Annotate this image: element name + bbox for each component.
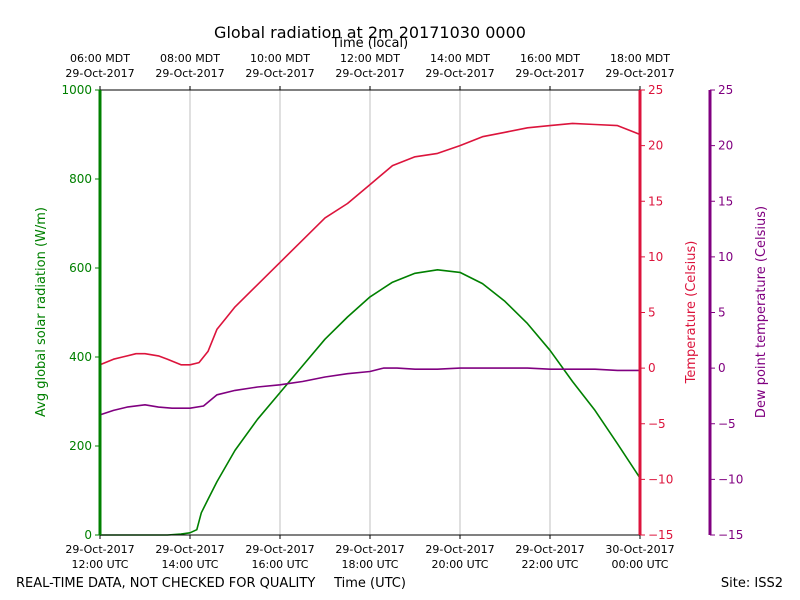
dewpoint-tick-label: 10 (718, 250, 733, 264)
temperature-tick-label: 15 (648, 194, 663, 208)
temperature-tick-label: −5 (648, 417, 666, 431)
top-tick-label-date: 29-Oct-2017 (245, 67, 314, 80)
top-tick-label-time: 08:00 MDT (160, 52, 220, 65)
axes-layer: 29-Oct-2017 12:00 UTC 06:00 MDT 29-Oct-2017… (61, 52, 743, 571)
x-tick-label-time: 22:00 UTC (521, 558, 578, 571)
temperature-tick-label: −15 (648, 528, 673, 542)
dewpoint-tick-label: 0 (718, 361, 726, 375)
footer-site: Site: ISS2 (721, 576, 783, 591)
x-tick-label-date: 29-Oct-2017 (65, 543, 134, 556)
x-tick-label-date: 29-Oct-2017 (155, 543, 224, 556)
dewpoint-tick-label: 15 (718, 194, 733, 208)
series-layer (99, 122, 641, 536)
x-tick-label-date: 30-Oct-2017 (605, 543, 674, 556)
top-tick-label-date: 29-Oct-2017 (515, 67, 584, 80)
x-axis-label: Time (UTC) (333, 576, 406, 591)
dewpoint-tick-label: −15 (718, 528, 743, 542)
radiation-tick-label: 200 (69, 439, 92, 453)
temperature-tick-label: −10 (648, 472, 673, 486)
dewpoint-tick-label: 5 (718, 306, 726, 320)
temperature-tick-label: 20 (648, 139, 663, 153)
dewpoint-tick-label: −5 (718, 417, 736, 431)
x-tick-label-time: 14:00 UTC (161, 558, 218, 571)
x-tick-label-time: 00:00 UTC (611, 558, 668, 571)
radiation-series-line (100, 268, 641, 536)
temperature-series-line (99, 122, 641, 366)
top-tick-label-date: 29-Oct-2017 (65, 67, 134, 80)
chart-title: Global radiation at 2m 20171030 0000 (214, 23, 526, 42)
temperature-axis-label: Temperature (Celsius) (684, 241, 699, 385)
top-tick-label-date: 29-Oct-2017 (155, 67, 224, 80)
radiation-tick-label: 0 (84, 528, 92, 542)
top-tick-label-time: 12:00 MDT (340, 52, 400, 65)
footer-disclaimer: REAL-TIME DATA, NOT CHECKED FOR QUALITY (16, 576, 315, 591)
top-axis-label: Time (local) (331, 36, 408, 51)
top-tick-label-time: 06:00 MDT (70, 52, 130, 65)
x-tick-label-date: 29-Oct-2017 (515, 543, 584, 556)
temperature-tick-label: 25 (648, 83, 663, 97)
radiation-tick-label: 600 (69, 261, 92, 275)
x-tick-label-date: 29-Oct-2017 (245, 543, 314, 556)
x-tick-label-time: 20:00 UTC (431, 558, 488, 571)
x-tick-label-date: 29-Oct-2017 (335, 543, 404, 556)
dewpoint-series-line (99, 367, 640, 416)
dewpoint-tick-label: 25 (718, 83, 733, 97)
top-tick-label-date: 29-Oct-2017 (335, 67, 404, 80)
dewpoint-tick-label: 20 (718, 139, 733, 153)
radiation-tick-label: 1000 (61, 83, 92, 97)
top-tick-label-time: 16:00 MDT (520, 52, 580, 65)
radiation-tick-label: 400 (69, 350, 92, 364)
temperature-tick-label: 5 (648, 306, 656, 320)
top-tick-label-time: 14:00 MDT (430, 52, 490, 65)
dewpoint-axis-label: Dew point temperature (Celsius) (754, 206, 769, 418)
x-tick-label-date: 29-Oct-2017 (425, 543, 494, 556)
temperature-tick-label: 0 (648, 361, 656, 375)
top-tick-label-date: 29-Oct-2017 (605, 67, 674, 80)
top-tick-label-date: 29-Oct-2017 (425, 67, 494, 80)
top-tick-label-time: 10:00 MDT (250, 52, 310, 65)
grid-lines (189, 90, 551, 535)
x-tick-label-time: 12:00 UTC (71, 558, 128, 571)
radiation-tick-label: 800 (69, 172, 92, 186)
dewpoint-tick-label: −10 (718, 472, 743, 486)
temperature-tick-label: 10 (648, 250, 663, 264)
top-tick-label-time: 18:00 MDT (610, 52, 670, 65)
radiation-axis-label: Avg global solar radiation (W/m) (34, 207, 49, 417)
x-tick-label-time: 18:00 UTC (341, 558, 398, 571)
x-tick-label-time: 16:00 UTC (251, 558, 308, 571)
